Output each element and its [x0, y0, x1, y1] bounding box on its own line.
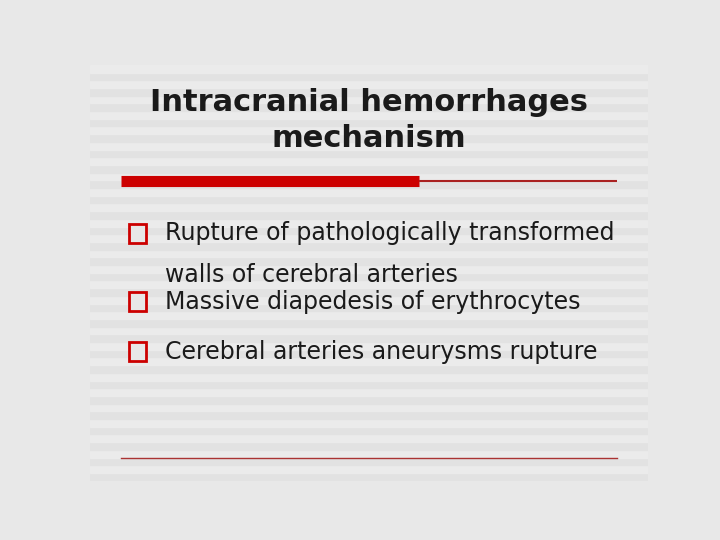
- Bar: [90, 457, 648, 465]
- Bar: [90, 327, 648, 334]
- FancyBboxPatch shape: [129, 224, 145, 242]
- Bar: [90, 419, 648, 427]
- Bar: [90, 119, 648, 126]
- Bar: [90, 257, 648, 265]
- Bar: [90, 465, 648, 473]
- Bar: [90, 103, 648, 111]
- Bar: [90, 126, 648, 134]
- Bar: [90, 450, 648, 457]
- Text: Rupture of pathologically transformed: Rupture of pathologically transformed: [166, 221, 615, 245]
- Bar: [90, 288, 648, 296]
- Bar: [90, 265, 648, 273]
- Bar: [90, 273, 648, 280]
- Bar: [90, 350, 648, 357]
- Bar: [90, 180, 648, 188]
- Text: Cerebral arteries aneurysms rupture: Cerebral arteries aneurysms rupture: [166, 340, 598, 364]
- Bar: [90, 311, 648, 319]
- Bar: [90, 150, 648, 157]
- Text: Massive diapedesis of erythrocytes: Massive diapedesis of erythrocytes: [166, 290, 581, 314]
- Bar: [90, 226, 648, 234]
- FancyBboxPatch shape: [129, 293, 145, 311]
- Bar: [90, 373, 648, 381]
- Bar: [90, 188, 648, 195]
- Bar: [90, 381, 648, 388]
- Bar: [90, 134, 648, 142]
- Bar: [90, 173, 648, 180]
- Bar: [90, 249, 648, 257]
- Bar: [90, 195, 648, 204]
- Bar: [90, 65, 648, 72]
- Bar: [90, 142, 648, 150]
- Bar: [90, 96, 648, 103]
- Bar: [90, 165, 648, 173]
- Bar: [90, 342, 648, 350]
- Bar: [90, 72, 648, 80]
- Bar: [90, 219, 648, 226]
- Bar: [90, 388, 648, 396]
- Bar: [90, 296, 648, 303]
- Bar: [90, 157, 648, 165]
- Bar: [90, 396, 648, 403]
- Bar: [90, 211, 648, 219]
- Bar: [90, 473, 648, 481]
- Text: Intracranial hemorrhages
mechanism: Intracranial hemorrhages mechanism: [150, 89, 588, 153]
- Bar: [90, 427, 648, 434]
- Bar: [90, 80, 648, 88]
- Bar: [90, 403, 648, 411]
- Bar: [90, 303, 648, 311]
- Text: walls of cerebral arteries: walls of cerebral arteries: [166, 263, 458, 287]
- Bar: [90, 442, 648, 450]
- Bar: [90, 365, 648, 373]
- Bar: [90, 88, 648, 96]
- FancyBboxPatch shape: [129, 342, 145, 361]
- Bar: [90, 111, 648, 119]
- Bar: [90, 280, 648, 288]
- Bar: [90, 434, 648, 442]
- Bar: [90, 242, 648, 249]
- Bar: [90, 411, 648, 419]
- Bar: [90, 334, 648, 342]
- Bar: [90, 319, 648, 327]
- Bar: [90, 357, 648, 365]
- Bar: [90, 234, 648, 242]
- Bar: [90, 204, 648, 211]
